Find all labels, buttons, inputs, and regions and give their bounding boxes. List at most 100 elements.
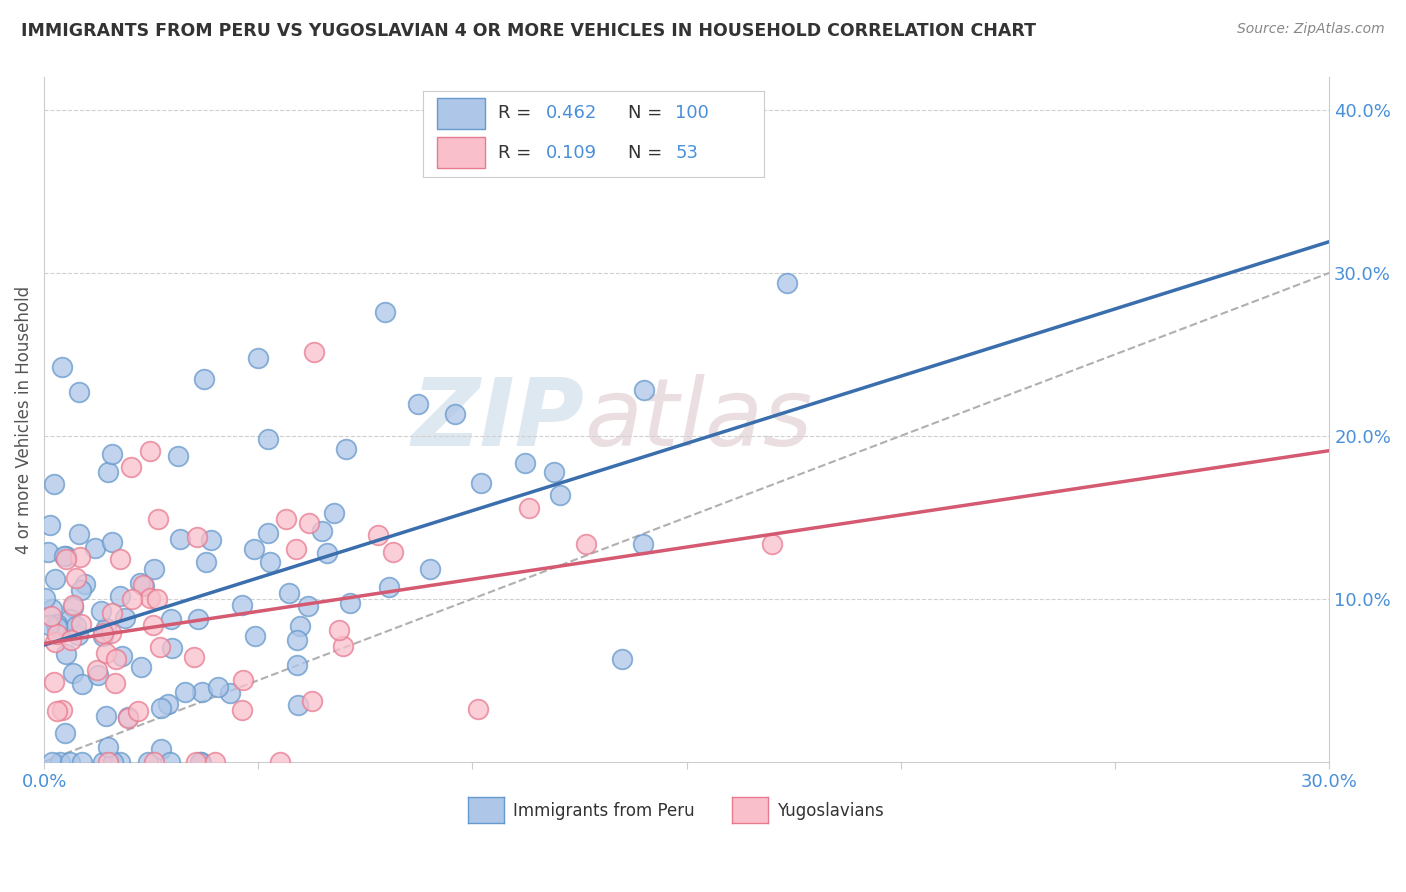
Point: [100, 535, 122, 549]
Point: [44, 572, 66, 586]
Point: [150, 742, 173, 756]
Point: [46, 620, 69, 634]
Point: [159, 755, 181, 769]
Point: [59, 633, 82, 648]
Point: [132, 578, 155, 592]
Point: [332, 639, 354, 653]
Point: [269, 755, 291, 769]
Point: [69, 550, 91, 565]
Point: [311, 524, 333, 538]
Point: [45, 617, 67, 632]
Point: [129, 660, 152, 674]
Point: [117, 711, 139, 725]
Point: [517, 500, 540, 515]
Point: [288, 619, 311, 633]
Point: [100, 447, 122, 461]
Point: [111, 648, 134, 663]
Point: [120, 460, 142, 475]
Point: [207, 680, 229, 694]
Point: [94, 646, 117, 660]
Point: [776, 277, 799, 291]
Point: [231, 702, 253, 716]
Text: Source: ZipAtlas.com: Source: ZipAtlas.com: [1237, 22, 1385, 37]
Point: [335, 442, 357, 456]
Point: [91, 755, 114, 769]
Point: [51, 702, 73, 716]
Point: [243, 542, 266, 557]
Point: [97, 465, 120, 479]
Point: [513, 456, 536, 470]
Point: [67, 627, 90, 641]
Point: [285, 657, 308, 672]
Point: [62, 666, 84, 681]
Point: [382, 545, 405, 559]
Point: [167, 450, 190, 464]
Text: atlas: atlas: [583, 374, 813, 465]
Point: [232, 673, 254, 688]
Point: [575, 537, 598, 551]
Point: [276, 512, 298, 526]
Point: [108, 755, 131, 769]
Point: [285, 633, 308, 648]
Point: [444, 407, 467, 421]
Point: [70, 617, 93, 632]
Point: [86, 664, 108, 678]
Point: [316, 546, 339, 560]
Point: [96, 709, 118, 723]
Point: [46, 704, 69, 718]
Point: [543, 465, 565, 479]
Point: [374, 305, 396, 319]
Point: [149, 701, 172, 715]
Point: [139, 591, 162, 606]
Point: [190, 685, 212, 699]
Point: [105, 652, 128, 666]
Point: [41, 755, 63, 769]
Point: [257, 432, 280, 446]
Point: [91, 629, 114, 643]
Point: [761, 537, 783, 551]
Point: [160, 640, 183, 655]
Point: [328, 623, 350, 637]
Point: [62, 599, 84, 614]
Point: [186, 530, 208, 544]
Point: [146, 591, 169, 606]
Text: Immigrants from Peru: Immigrants from Peru: [513, 802, 695, 820]
Point: [285, 542, 308, 557]
Point: [96, 621, 118, 635]
Point: [187, 611, 209, 625]
Point: [42, 675, 65, 690]
Point: [100, 626, 122, 640]
Point: [143, 755, 166, 769]
Point: [53, 726, 76, 740]
Point: [44, 477, 66, 491]
Point: [142, 562, 165, 576]
Point: [104, 676, 127, 690]
Point: [548, 488, 571, 502]
Point: [406, 397, 429, 411]
Point: [146, 512, 169, 526]
Point: [90, 604, 112, 618]
Point: [138, 755, 160, 769]
Point: [278, 586, 301, 600]
Point: [52, 549, 75, 563]
Point: [97, 755, 120, 769]
Text: ZIP: ZIP: [411, 374, 583, 466]
Point: [65, 571, 87, 585]
Point: [470, 476, 492, 491]
Point: [97, 740, 120, 755]
Point: [108, 552, 131, 566]
Point: [204, 755, 226, 769]
Point: [39, 517, 62, 532]
Y-axis label: 4 or more Vehicles in Household: 4 or more Vehicles in Household: [15, 285, 32, 554]
Point: [34, 591, 56, 606]
Point: [149, 640, 172, 655]
Point: [37, 545, 59, 559]
Point: [121, 592, 143, 607]
Point: [302, 345, 325, 359]
Point: [259, 555, 281, 569]
Point: [190, 755, 212, 769]
Point: [169, 532, 191, 546]
Point: [55, 648, 77, 662]
Point: [91, 625, 114, 640]
Point: [67, 385, 90, 400]
